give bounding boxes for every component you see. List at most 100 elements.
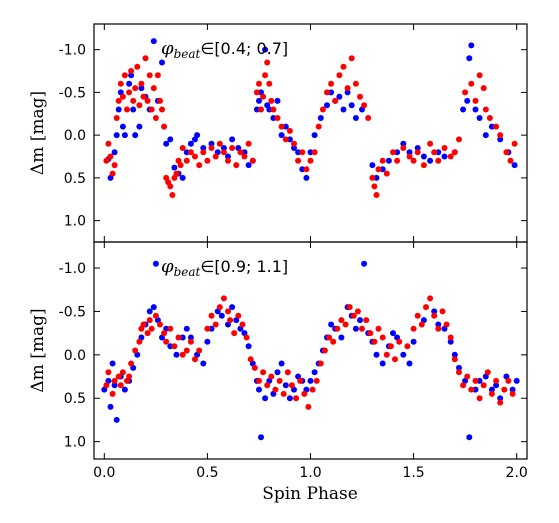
data-point-blue [113,132,120,139]
data-point-blue [414,145,421,151]
data-point-red [330,338,337,345]
data-point-blue [394,149,401,156]
data-point-red [423,304,429,311]
data-point-blue [488,386,495,393]
data-point-red [307,157,314,164]
data-point-blue [373,174,380,181]
data-point-blue [291,145,297,151]
data-point-red [130,97,137,104]
data-point-blue [208,325,215,332]
data-point-red [326,334,333,341]
data-point-blue [468,42,475,49]
data-point-blue [152,260,159,267]
data-point-blue [299,166,306,173]
data-point-red [295,157,302,164]
data-point-blue [150,304,157,311]
data-point-red [212,321,219,328]
data-point-red [107,153,114,160]
data-point-blue [328,89,335,96]
data-point-red [284,369,291,376]
data-point-blue [406,149,413,156]
data-point-red [167,183,174,190]
data-point-blue [476,377,483,384]
data-point-blue [427,157,434,164]
data-point-red [301,390,308,397]
data-point-blue [357,317,363,324]
data-point-red [371,183,378,190]
data-point-blue [497,395,504,402]
data-point-blue [311,132,318,139]
data-point-blue [225,153,231,160]
data-point-blue [328,321,335,328]
data-point-red [493,377,500,384]
data-point-red [146,317,153,324]
data-point-red [311,149,318,156]
data-point-red [291,140,297,147]
data-point-red [319,106,326,113]
data-point-red [187,338,194,345]
data-point-red [497,399,504,406]
y-tick-label: 0.5 [64,391,86,407]
y-tick-label: -1.0 [59,261,86,277]
data-point-red [132,85,139,92]
top-panel: -1.0 -0.5 0.0 0.5 1.0 Δm [mag] φbeat∈[0.4; 0.7… [28,23,528,243]
data-point-blue [109,360,116,367]
data-point-red [126,373,133,380]
data-point-red [113,115,120,121]
data-point-blue [340,106,347,113]
data-point-blue [253,106,260,113]
data-point-red [484,369,491,376]
data-point-blue [466,434,473,441]
data-point-blue [303,174,310,181]
data-point-red [357,93,363,100]
data-point-blue [476,115,483,121]
data-point-red [196,162,203,169]
data-point-blue [466,55,473,62]
data-point-red [138,80,145,87]
data-point-red [270,106,277,113]
data-point-red [161,123,168,130]
data-point-red [239,321,246,328]
data-point-red [468,80,475,87]
data-point-red [439,308,446,315]
x-axis-label: Spin Phase [262,484,358,504]
data-point-red [163,338,170,345]
data-point-red [476,395,483,402]
data-point-blue [379,166,386,173]
data-point-red [260,369,267,376]
data-point-red [435,325,442,332]
data-point-red [476,72,483,79]
data-point-red [503,149,510,156]
data-point-red [169,192,176,198]
data-point-red [328,80,335,87]
data-point-red [204,325,211,332]
data-point-red [117,382,124,389]
data-point-blue [464,97,471,104]
data-point-blue [282,123,289,130]
data-point-red [171,343,178,350]
data-point-red [140,93,147,100]
data-point-blue [146,308,153,315]
y-tick-label: -0.5 [59,304,86,320]
data-point-blue [447,338,454,345]
data-point-red [305,403,312,410]
data-point-red [245,140,252,147]
data-point-red [117,80,124,87]
data-point-red [280,390,287,397]
data-point-blue [111,382,118,389]
data-point-red [404,343,411,350]
data-point-red [128,360,135,367]
data-point-blue [286,395,293,402]
data-point-blue [286,136,293,143]
data-point-red [229,145,236,151]
data-point-blue [132,132,139,139]
y-tick-label: 0.0 [64,128,86,144]
data-point-blue [167,343,174,350]
data-point-blue [400,140,407,147]
data-point-red [509,390,516,397]
data-point-blue [352,115,359,121]
data-point-blue [324,102,330,109]
data-point-red [324,89,330,96]
data-point-red [144,330,151,337]
data-point-red [456,369,462,376]
